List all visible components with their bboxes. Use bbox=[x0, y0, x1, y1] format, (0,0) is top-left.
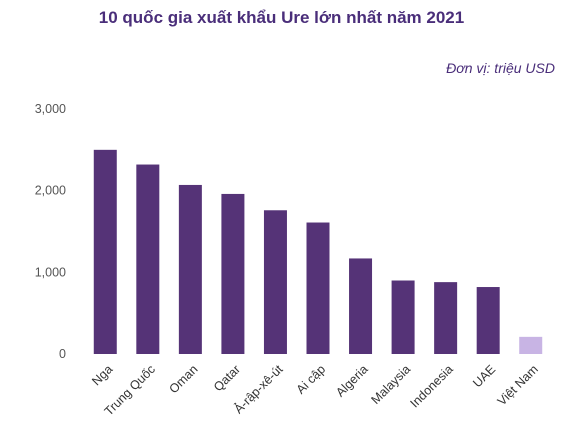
x-tick-label: Nga bbox=[89, 362, 115, 388]
bar-5 bbox=[306, 222, 330, 354]
bar-1 bbox=[136, 164, 160, 354]
x-tick-label: Oman bbox=[167, 362, 201, 396]
x-tick-label: Việt Nam bbox=[495, 362, 541, 408]
bar-4 bbox=[263, 210, 287, 354]
bar-6 bbox=[349, 258, 373, 354]
x-tick-label: Ai cập bbox=[294, 362, 328, 396]
bar-0 bbox=[93, 149, 117, 354]
y-tick-label: 1,000 bbox=[35, 265, 66, 279]
chart-title: 10 quốc gia xuất khẩu Ure lớn nhất năm 2… bbox=[98, 8, 465, 27]
bar-8 bbox=[434, 282, 458, 354]
bar-10 bbox=[519, 336, 543, 354]
x-tick-label: Indonesia bbox=[408, 362, 456, 410]
y-tick-label: 3,000 bbox=[35, 102, 66, 116]
bar-2 bbox=[178, 184, 202, 354]
x-tick-label: Qatar bbox=[211, 362, 243, 394]
bar-3 bbox=[221, 193, 245, 354]
bar-7 bbox=[391, 280, 415, 354]
x-tick-label: Algeria bbox=[333, 362, 370, 399]
y-tick-label: 0 bbox=[59, 347, 66, 361]
unit-label: Đơn vị: triệu USD bbox=[446, 60, 555, 76]
x-tick-label: UAE bbox=[470, 362, 498, 390]
y-tick-label: 2,000 bbox=[35, 184, 66, 198]
bar-9 bbox=[476, 287, 500, 354]
